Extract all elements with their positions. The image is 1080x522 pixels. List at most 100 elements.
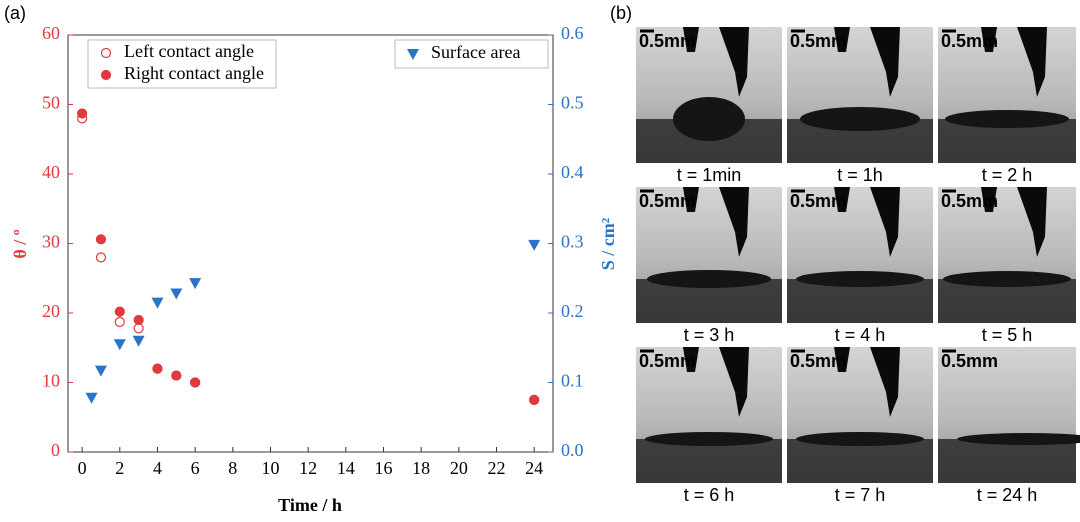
marker xyxy=(95,234,107,245)
legend-marker xyxy=(100,47,112,59)
marker xyxy=(528,239,541,251)
needle xyxy=(870,27,900,97)
needle xyxy=(719,347,749,417)
droplet xyxy=(673,97,745,141)
scale-label: 0.5mm xyxy=(790,351,847,371)
time-label: t = 24 h xyxy=(977,485,1038,505)
time-label: t = 1h xyxy=(837,165,883,185)
legend-box xyxy=(87,39,277,89)
marker xyxy=(189,278,202,290)
scale-label: 0.5mm xyxy=(941,351,998,371)
legend-marker xyxy=(407,49,419,60)
time-label: t = 5 h xyxy=(982,325,1033,345)
scale-label: 0.5mm xyxy=(639,191,696,211)
needle xyxy=(683,27,699,52)
legend-label: Left contact angle xyxy=(124,41,254,61)
panel-label: (b) xyxy=(610,3,632,23)
y2-tick-label: 0.5 xyxy=(561,93,584,113)
x-tick-label: 18 xyxy=(412,458,430,478)
x-tick-label: 6 xyxy=(191,458,200,478)
time-label: t = 4 h xyxy=(835,325,886,345)
x-tick-label: 16 xyxy=(374,458,392,478)
substrate xyxy=(938,439,1076,483)
scale-label: 0.5mm xyxy=(639,351,696,371)
scale-label: 0.5mm xyxy=(790,191,847,211)
marker xyxy=(133,314,144,326)
needle xyxy=(834,187,850,212)
legend-label: Surface area xyxy=(431,42,520,62)
marker xyxy=(132,335,145,347)
droplet xyxy=(796,432,924,446)
y2-tick-label: 0.3 xyxy=(561,232,584,252)
droplet xyxy=(945,110,1069,128)
marker xyxy=(171,370,182,381)
needle xyxy=(981,27,997,52)
y-tick-label: 50 xyxy=(42,93,60,113)
y2-tick-label: 0.0 xyxy=(561,440,584,460)
substrate xyxy=(787,439,933,483)
x-tick-label: 24 xyxy=(525,458,543,478)
y2-axis-label: S / cm² xyxy=(598,218,618,270)
x-tick-label: 4 xyxy=(153,458,162,478)
legend-label: Right contact angle xyxy=(124,63,264,83)
time-label: t = 3 h xyxy=(684,325,735,345)
marker xyxy=(114,316,125,328)
x-tick-label: 2 xyxy=(115,458,124,478)
needle xyxy=(1017,187,1047,257)
marker xyxy=(95,252,107,263)
x-tick-label: 20 xyxy=(450,458,468,478)
y-axis-label: θ / º xyxy=(10,229,30,258)
y2-tick-label: 0.6 xyxy=(561,23,584,43)
scale-label: 0.5mm xyxy=(790,31,847,51)
x-tick-label: 0 xyxy=(78,458,87,478)
droplet xyxy=(957,433,1080,445)
needle xyxy=(719,27,749,97)
marker xyxy=(85,392,98,404)
needle xyxy=(834,27,850,52)
needle xyxy=(870,347,900,417)
time-label: t = 2 h xyxy=(982,165,1033,185)
droplet xyxy=(645,432,773,446)
y2-tick-label: 0.1 xyxy=(561,371,584,391)
x-tick-label: 12 xyxy=(299,458,317,478)
marker xyxy=(151,297,164,309)
y-tick-label: 30 xyxy=(42,232,60,252)
droplet xyxy=(647,270,771,288)
x-tick-label: 14 xyxy=(337,458,355,478)
needle xyxy=(719,187,749,257)
marker xyxy=(529,394,540,405)
needle xyxy=(683,187,699,212)
droplet xyxy=(800,107,920,131)
marker xyxy=(77,108,88,119)
y2-tick-label: 0.4 xyxy=(561,162,584,182)
x-axis-label: Time / h xyxy=(278,495,342,515)
scale-label: 0.5mm xyxy=(941,31,998,51)
y-tick-label: 10 xyxy=(42,371,60,391)
needle xyxy=(981,187,997,212)
time-label: t = 1min xyxy=(677,165,742,185)
droplet xyxy=(796,271,924,287)
marker xyxy=(113,339,126,351)
y-tick-label: 60 xyxy=(42,23,60,43)
substrate xyxy=(636,439,782,483)
needle xyxy=(834,347,850,372)
needle xyxy=(870,187,900,257)
scale-label: 0.5mm xyxy=(639,31,696,51)
needle xyxy=(683,347,699,372)
y-tick-label: 0 xyxy=(51,440,60,460)
marker xyxy=(94,365,107,377)
y-tick-label: 20 xyxy=(42,301,60,321)
marker xyxy=(190,377,201,388)
marker xyxy=(133,323,144,334)
x-tick-label: 22 xyxy=(487,458,505,478)
marker xyxy=(152,363,163,374)
scale-label: 0.5mm xyxy=(941,191,998,211)
x-tick-label: 10 xyxy=(261,458,279,478)
y2-tick-label: 0.2 xyxy=(561,301,584,321)
x-tick-label: 8 xyxy=(228,458,237,478)
plot-frame xyxy=(67,34,554,453)
legend-box xyxy=(394,39,549,69)
legend-marker xyxy=(100,69,112,81)
marker xyxy=(170,288,183,300)
